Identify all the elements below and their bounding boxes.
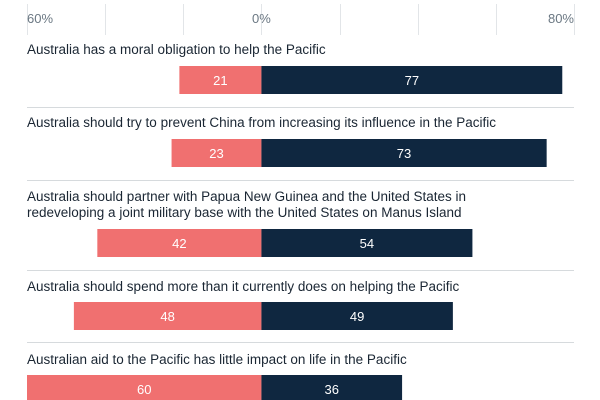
- bar-agree: [261, 229, 473, 257]
- data-label: 49: [350, 309, 364, 324]
- category-label: Australia should partner with Papua New …: [27, 189, 466, 204]
- category-label: Australia should spend more than it curr…: [27, 279, 460, 294]
- data-label: 60: [137, 382, 151, 397]
- data-label: 54: [360, 236, 374, 251]
- bar-agree: [261, 302, 453, 330]
- category-label: Australian aid to the Pacific has little…: [27, 352, 407, 367]
- bar-disagree: [97, 229, 262, 257]
- x-tick-label: 0%: [252, 11, 271, 26]
- bar-disagree: [73, 302, 262, 330]
- bar-agree: [261, 375, 403, 400]
- data-label: 23: [209, 146, 223, 161]
- bar-disagree: [179, 66, 262, 94]
- data-label: 73: [397, 146, 411, 161]
- bar-agree: [261, 139, 547, 167]
- bar-agree: [261, 66, 563, 94]
- x-tick-label: 80%: [548, 11, 574, 26]
- data-label: 36: [325, 382, 339, 397]
- bar-disagree: [171, 139, 262, 167]
- category-label: redeveloping a joint military base with …: [27, 205, 462, 220]
- data-label: 48: [160, 309, 174, 324]
- data-label: 21: [213, 73, 227, 88]
- data-label: 42: [172, 236, 186, 251]
- data-label: 77: [405, 73, 419, 88]
- x-tick-label: 60%: [27, 11, 53, 26]
- bar-disagree: [27, 375, 262, 400]
- category-label: Australia has a moral obligation to help…: [27, 42, 326, 57]
- category-label: Australia should try to prevent China fr…: [27, 115, 496, 130]
